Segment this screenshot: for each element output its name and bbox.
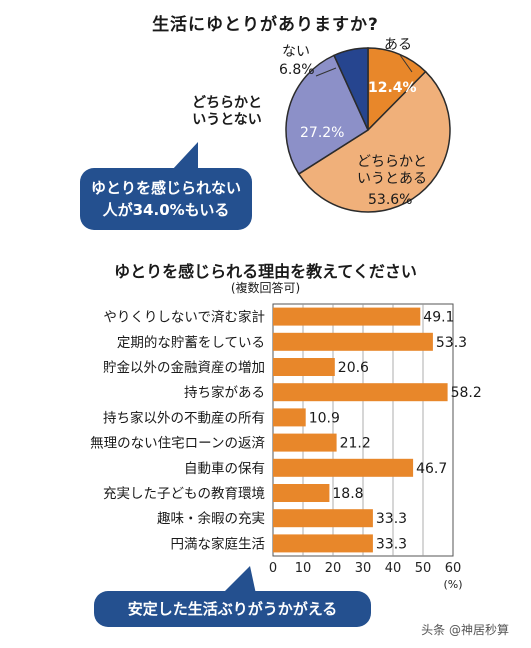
callout-tail-stable-life xyxy=(222,566,256,594)
bar-value-label: 20.6 xyxy=(338,360,369,376)
bar-value-label: 58.2 xyxy=(451,385,482,401)
bar xyxy=(273,307,421,326)
pie-label-aru: ある xyxy=(384,37,412,53)
pie-slice-aru xyxy=(367,47,427,132)
bar xyxy=(273,458,414,477)
pie-slice-nai xyxy=(333,47,369,131)
bar-category-label: 定期的な貯蓄をしている xyxy=(117,335,265,351)
pie-label-nai: ない xyxy=(282,44,310,60)
bar-tick-label: 60 xyxy=(445,561,462,576)
bar-value-label: 10.9 xyxy=(309,410,340,426)
bar-category-label: 自動車の保有 xyxy=(184,461,265,477)
bar-tick-label: 20 xyxy=(325,561,342,576)
bar-value-label: 18.8 xyxy=(332,486,363,502)
bar-tick-label: 10 xyxy=(295,561,312,576)
callout-tail-no-leeway xyxy=(172,142,198,170)
pie-leader-nai xyxy=(315,67,337,77)
bar xyxy=(273,332,433,351)
bar-tick-label: 30 xyxy=(355,561,372,576)
pie-leader-aru xyxy=(399,54,413,73)
pie-chart-title: 生活にゆとりがありますか? xyxy=(152,15,379,35)
pie-label-dochira-nai: どちらかと いうとない xyxy=(192,95,262,128)
bar-value-label: 33.3 xyxy=(376,511,407,527)
bar-value-label: 53.3 xyxy=(436,335,467,351)
bar xyxy=(273,358,335,376)
bar xyxy=(273,484,330,502)
pie-label-dochira-aru: どちらかと いうとある xyxy=(357,154,427,187)
bar-tick-label: 50 xyxy=(415,561,432,576)
pie-slice-dochira-aru xyxy=(297,70,451,213)
bar-axis-unit: (%) xyxy=(443,578,462,591)
bar-value-label: 21.2 xyxy=(340,436,371,452)
pie-value-dochira-aru: 53.6% xyxy=(368,192,413,208)
bar xyxy=(273,534,373,553)
bar-category-label: 趣味・余暇の充実 xyxy=(157,510,265,527)
bar-tick-label: 0 xyxy=(269,561,277,576)
watermark: 头条 @神居秒算 xyxy=(421,623,509,637)
bar-tick-label: 40 xyxy=(385,561,402,576)
bar-value-label: 46.7 xyxy=(416,461,447,477)
bar-value-label: 33.3 xyxy=(376,536,407,552)
bar-chart-subtitle: (複数回答可) xyxy=(230,281,301,295)
callout-bubble-stable-life: 安定した生活ぶりがうかがえる xyxy=(94,591,371,627)
bar-category-label: 無理のない住宅ローンの返済 xyxy=(90,436,265,452)
bar-category-label: 充実した子どもの教育環境 xyxy=(103,486,265,502)
bar xyxy=(273,509,373,528)
bar-value-label: 49.1 xyxy=(423,310,454,326)
bar-category-label: やりくりしないで済む家計 xyxy=(103,309,265,326)
bar xyxy=(273,433,337,452)
bar xyxy=(273,408,306,427)
pie-value-nai: 6.8% xyxy=(279,62,315,78)
bar-category-label: 円満な家庭生活 xyxy=(171,535,266,552)
bar-category-label: 貯金以外の金融資産の増加 xyxy=(103,360,265,376)
bar-category-label: 持ち家以外の不動産の所有 xyxy=(103,409,265,426)
pie-value-dochira-nai: 27.2% xyxy=(300,125,345,141)
bar xyxy=(273,383,448,402)
bar-category-label: 持ち家がある xyxy=(184,384,265,401)
pie-value-aru: 12.4% xyxy=(368,80,417,96)
callout-bubble-no-leeway: ゆとりを感じられない 人が34.0%もいる xyxy=(80,168,252,230)
bar-chart-title: ゆとりを感じられる理由を教えてください xyxy=(114,262,417,281)
